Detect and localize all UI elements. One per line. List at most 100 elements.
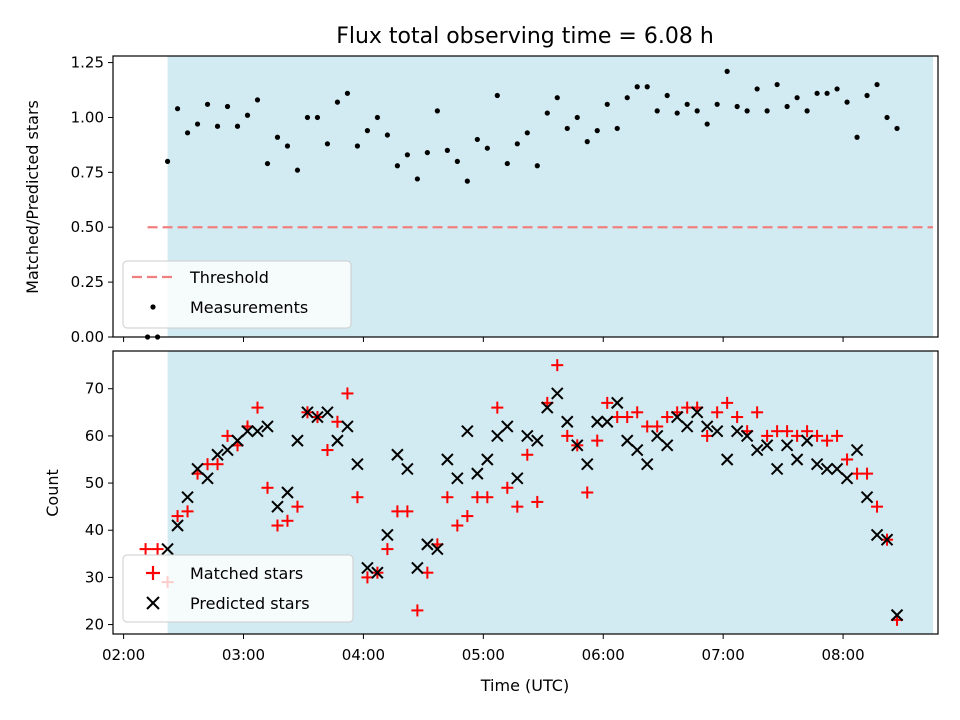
measurement-point (754, 86, 760, 92)
measurement-point (424, 149, 430, 156)
predicted-star-marker (361, 561, 374, 575)
measurement-point (674, 110, 680, 116)
predicted-star-stroke-b (611, 396, 624, 410)
x-tick-label: 04:00 (342, 646, 385, 664)
predicted-star-stroke-b (501, 420, 514, 433)
predicted-star-stroke-b (690, 406, 704, 419)
measurement-point (294, 167, 301, 173)
predicted-star-stroke-b (730, 424, 744, 438)
bottom-y-ticks: 20 30 40 50 60 70 (85, 380, 113, 634)
predicted-star-stroke-b (211, 448, 224, 461)
measurement-point (664, 92, 670, 99)
x-tick-label: 07:00 (702, 646, 745, 664)
bottom-axes-frame (112, 350, 939, 635)
measurement-point (274, 134, 281, 140)
predicted-star-marker (870, 528, 884, 542)
matched-star-marker (461, 510, 474, 523)
predicted-star-marker (770, 462, 784, 476)
top-axes-frame (112, 55, 939, 338)
matched-star-marker (251, 401, 264, 414)
predicted-star-marker (551, 387, 564, 400)
measurement-point (204, 101, 211, 107)
x-axis-label: Time (UTC) (480, 676, 569, 695)
measurement-point (894, 125, 900, 132)
matched-star-marker (501, 481, 514, 494)
predicted-star-marker (391, 448, 404, 461)
predicted-star-stroke-b (361, 561, 374, 575)
top-y-axis-label: Matched/Predicted stars (23, 100, 42, 294)
matched-star-marker (291, 500, 304, 513)
measurement-point (484, 145, 490, 151)
predicted-star-stroke-b (381, 528, 394, 542)
predicted-star-stroke-b (391, 448, 404, 461)
y-tick-label: 1.00 (71, 108, 104, 126)
predicted-star-marker (710, 424, 724, 438)
predicted-star-marker (201, 472, 214, 485)
matched-star-marker (401, 505, 414, 518)
predicted-star-stroke-b (670, 410, 684, 424)
predicted-star-stroke-b (700, 420, 714, 433)
measurement-point (554, 95, 560, 101)
predicted-star-marker (571, 439, 584, 452)
predicted-star-marker (291, 434, 304, 447)
matched-star-marker (171, 510, 184, 523)
predicted-star-stroke-b (441, 453, 454, 466)
predicted-star-stroke-b (750, 443, 764, 457)
measurement-point (264, 160, 271, 167)
matched-star-marker (411, 604, 424, 617)
x-tick-label: 06:00 (582, 646, 625, 664)
predicted-star-stroke-b (251, 424, 264, 438)
predicted-star-stroke-b (461, 424, 474, 438)
matched-star-marker (661, 411, 674, 424)
y-tick-label: 50 (85, 474, 104, 492)
predicted-star-stroke-b (710, 424, 724, 438)
matched-star-marker (211, 458, 224, 471)
measurement-point (254, 97, 261, 103)
measurement-point (814, 90, 820, 96)
measurement-point (654, 108, 660, 114)
legend-threshold-label: Threshold (189, 268, 269, 287)
legend-predicted-label: Predicted stars (190, 594, 310, 613)
predicted-star-marker (531, 434, 544, 447)
matched-star-marker (351, 491, 364, 504)
legend-predicted-swatch (146, 596, 160, 610)
predicted-star-stroke-b (341, 420, 354, 433)
predicted-star-marker (461, 424, 474, 438)
predicted-star-marker (541, 401, 554, 414)
measurement-point (784, 103, 790, 110)
predicted-star-marker (281, 486, 294, 499)
predicted-star-stroke-b (301, 406, 314, 419)
predicted-star-marker (790, 453, 804, 466)
measurement-point (564, 125, 570, 132)
measurement-point (354, 143, 361, 149)
predicted-star-marker (591, 415, 604, 428)
predicted-star-stroke-b (421, 538, 434, 551)
measurement-point (594, 128, 600, 134)
predicted-star-marker (521, 429, 534, 443)
measurement-point (644, 84, 650, 90)
predicted-star-marker (371, 566, 384, 579)
matched-star-marker (491, 401, 504, 414)
predicted-star-stroke-b (181, 491, 194, 504)
predicted-star-stroke-b (201, 472, 214, 485)
predicted-star-stroke-b (650, 429, 664, 443)
predicted-star-stroke-b (631, 443, 644, 457)
matched-star-marker (321, 444, 334, 457)
bottom-legend: Matched stars Predicted stars (122, 554, 354, 623)
predicted-star-stroke-b (241, 424, 254, 438)
predicted-star-marker (700, 420, 714, 433)
predicted-star-stroke-b (780, 439, 794, 452)
predicted-star-marker (860, 491, 874, 504)
ratio-panel: 0.00 0.25 0.50 0.75 1.00 1.25 Flux total obse… (23, 24, 939, 346)
predicted-star-marker (840, 472, 854, 485)
predicted-star-marker (670, 410, 684, 424)
measurement-point (774, 81, 780, 88)
measurement-point (214, 123, 221, 129)
measurement-point (474, 136, 480, 143)
predicted-star-marker (331, 434, 344, 447)
top-y-ticks: 0.00 0.25 0.50 0.75 1.00 1.25 (71, 54, 113, 346)
predicted-star-marker (231, 434, 244, 447)
measurement-point (194, 121, 201, 127)
predicted-star-stroke-b (621, 434, 634, 447)
predicted-star-marker (631, 443, 644, 457)
